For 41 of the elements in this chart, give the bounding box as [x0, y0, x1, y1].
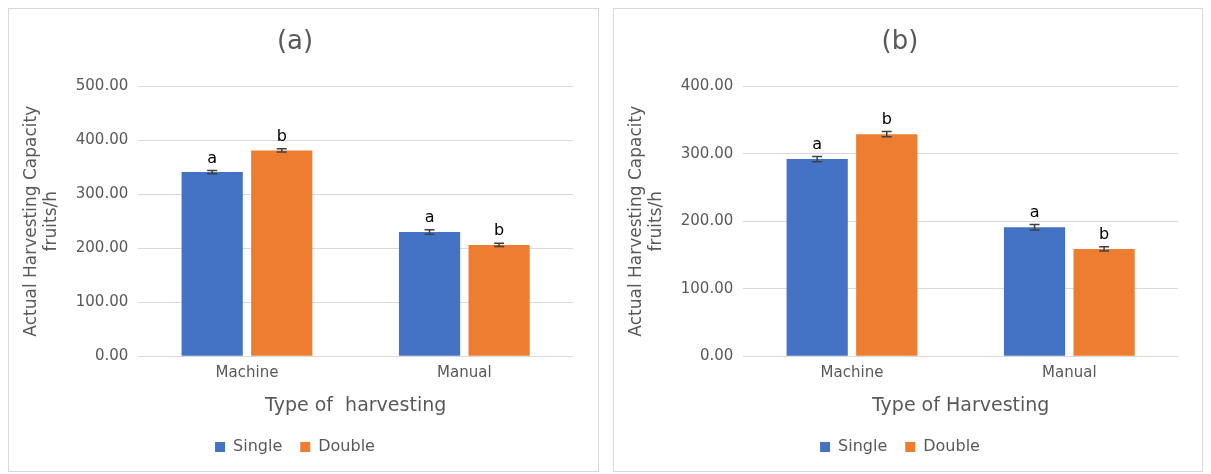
- y-axis-title: Actual Harvesting Capacity fruits/h: [624, 105, 665, 337]
- legend-label: Double: [922, 436, 980, 456]
- bar: [1003, 227, 1065, 356]
- y-axis-title: Actual Harvesting Capacity fruits/h: [19, 105, 61, 337]
- y-tick-label: 200.00: [75, 238, 129, 257]
- x-axis-title: Type of Harvesting: [870, 392, 1049, 415]
- y-tick-label: 500.00: [75, 76, 129, 95]
- bar: [1072, 248, 1135, 356]
- bar: [398, 232, 461, 356]
- x-axis-title: Type of harvesting: [264, 392, 447, 415]
- data-label: a: [1029, 201, 1039, 221]
- data-label: b: [881, 108, 892, 128]
- x-tick-label: Manual: [437, 363, 492, 382]
- data-label: a: [207, 147, 218, 167]
- data-label: b: [276, 126, 287, 145]
- y-tick-label: 0.00: [94, 346, 129, 365]
- y-tick-label: 200.00: [680, 211, 733, 230]
- data-label: b: [1098, 224, 1109, 244]
- y-tick-label: 100.00: [680, 278, 733, 297]
- bar: [855, 134, 917, 356]
- legend-label: Single: [233, 436, 283, 456]
- bar: [181, 172, 243, 356]
- bar: [468, 244, 530, 356]
- y-tick-label: 100.00: [75, 292, 129, 311]
- y-tick-label: 300.00: [680, 143, 733, 162]
- bar: [786, 159, 848, 356]
- y-tick-label: 300.00: [75, 184, 129, 203]
- data-label: b: [494, 220, 505, 240]
- y-tick-label: 400.00: [680, 76, 733, 95]
- data-label: a: [811, 133, 822, 153]
- x-tick-label: Machine: [215, 363, 279, 382]
- chart-title: (b): [881, 25, 918, 56]
- x-tick-label: Manual: [1041, 363, 1097, 382]
- data-label: a: [424, 207, 435, 226]
- x-tick-label: Machine: [820, 363, 883, 382]
- legend-label: Single: [837, 436, 887, 456]
- y-tick-label: 0.00: [699, 346, 733, 365]
- chart-title: (a): [276, 25, 314, 56]
- legend-label: Double: [318, 436, 375, 456]
- bar: [251, 150, 313, 356]
- y-tick-label: 400.00: [75, 130, 129, 149]
